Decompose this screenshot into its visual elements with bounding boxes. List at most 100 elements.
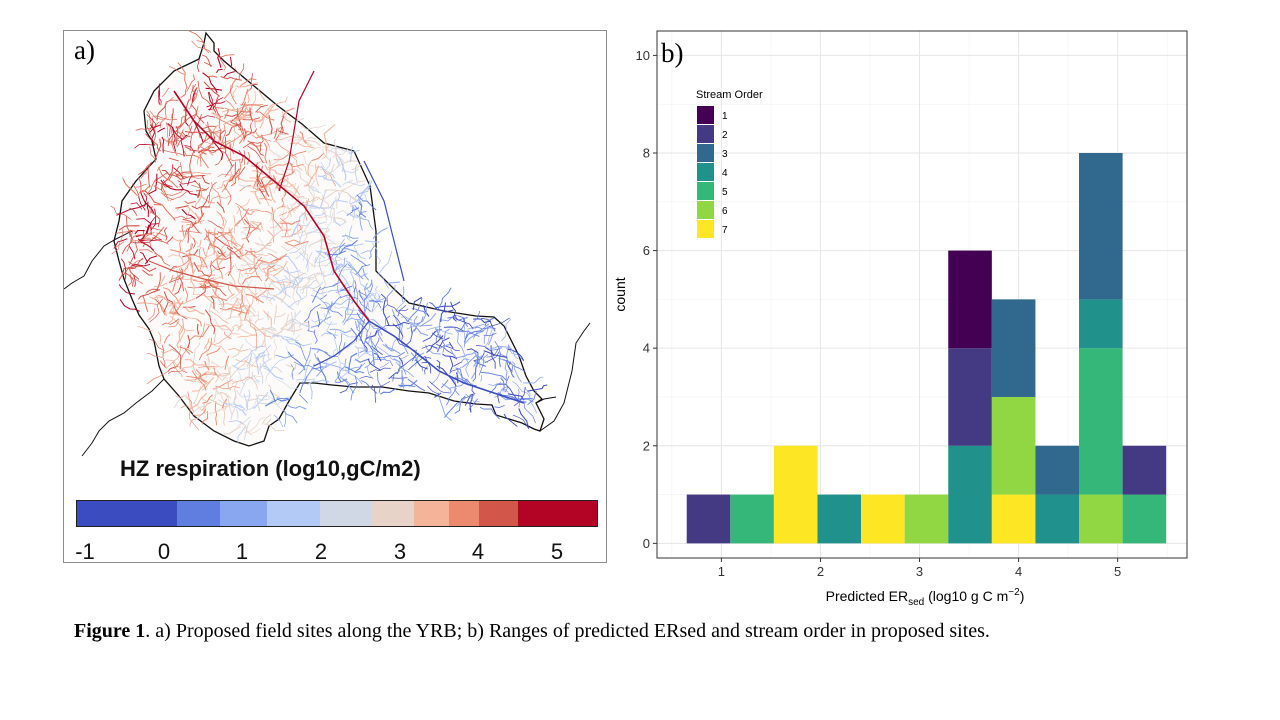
- river-segment: [161, 136, 165, 153]
- river-segment: [393, 358, 401, 372]
- river-segment: [141, 190, 162, 205]
- river-segment: [246, 210, 255, 215]
- river-segment: [349, 146, 354, 162]
- river-segment: [229, 84, 237, 105]
- river-segment: [429, 302, 439, 311]
- river-segment: [213, 132, 221, 145]
- river-segment: [285, 168, 295, 171]
- river-segment: [192, 413, 200, 417]
- river-segment: [247, 389, 251, 410]
- outer-line: [64, 230, 133, 290]
- river-segment: [179, 346, 193, 354]
- river-segment: [427, 385, 440, 395]
- river-segment: [200, 146, 217, 154]
- river-segment: [316, 311, 321, 328]
- river-segment: [307, 272, 323, 280]
- river-segment: [504, 361, 508, 386]
- river-segment: [217, 53, 226, 71]
- main-river: [313, 320, 370, 367]
- river-segment: [419, 313, 437, 328]
- river-segment: [330, 248, 342, 260]
- river-segment: [267, 169, 274, 179]
- river-segment: [348, 149, 360, 155]
- river-segment: [323, 301, 330, 315]
- river-segment: [224, 113, 239, 117]
- river-segment: [235, 82, 259, 88]
- river-segment: [184, 380, 197, 383]
- river-segment: [230, 102, 246, 123]
- river-segment: [435, 328, 453, 335]
- river-segment: [291, 212, 306, 238]
- river-segment: [192, 237, 196, 249]
- outer-line: [539, 322, 591, 432]
- river-segment: [192, 381, 211, 392]
- river-segment: [240, 250, 258, 267]
- river-segment: [276, 379, 300, 389]
- river-segment: [307, 379, 330, 385]
- river-segment: [333, 216, 341, 226]
- river-segment: [333, 138, 338, 162]
- river-segment: [113, 238, 128, 249]
- river-segment: [332, 148, 350, 159]
- river-segment: [497, 391, 516, 399]
- river-segment: [265, 370, 272, 382]
- river-segment: [417, 324, 433, 327]
- river-segment: [189, 149, 195, 176]
- river-segment: [149, 146, 156, 163]
- river-segment: [195, 369, 206, 384]
- river-segment: [254, 327, 258, 349]
- river-segment: [268, 115, 273, 135]
- legend-label: 7: [722, 225, 728, 236]
- river-segment: [260, 178, 270, 197]
- river-segment: [191, 205, 211, 210]
- river-segment: [232, 87, 237, 99]
- river-segment: [200, 402, 212, 411]
- river-segment: [401, 286, 405, 303]
- river-segment: [348, 195, 363, 203]
- river-segment: [233, 243, 245, 254]
- river-segment: [134, 237, 152, 242]
- river-segment: [321, 361, 337, 369]
- river-segment: [232, 304, 244, 309]
- river-segment: [319, 294, 328, 300]
- colorbar-segment: [176, 501, 221, 526]
- river-segment: [217, 250, 223, 255]
- river-segment: [222, 366, 231, 381]
- river-segment: [236, 198, 251, 215]
- river-segment: [242, 141, 261, 149]
- river-segment: [455, 355, 465, 359]
- river-segment: [442, 353, 458, 360]
- river-segment: [377, 372, 381, 394]
- river-segment: [202, 373, 218, 376]
- river-segment: [355, 163, 358, 183]
- river-segment: [214, 401, 218, 426]
- river-segment: [227, 382, 232, 391]
- y-tick-label: 4: [643, 341, 650, 356]
- river-segment: [465, 357, 470, 378]
- river-segment: [236, 251, 256, 258]
- river-segment: [212, 288, 225, 308]
- river-segment: [207, 220, 224, 229]
- river-segment: [358, 309, 364, 315]
- river-segment: [173, 396, 184, 409]
- river-segment: [203, 403, 206, 415]
- river-segment: [484, 317, 495, 326]
- river-segment: [188, 400, 200, 431]
- legend-swatch: [697, 201, 714, 219]
- legend-swatch: [697, 106, 714, 124]
- river-segment: [295, 341, 307, 361]
- river-segment: [171, 259, 190, 270]
- river-segment: [373, 285, 379, 299]
- river-segment: [347, 366, 363, 385]
- river-segment: [242, 117, 261, 121]
- river-segment: [241, 231, 249, 238]
- river-segment: [216, 254, 223, 279]
- river-segment: [440, 379, 449, 389]
- river-segment: [282, 337, 302, 349]
- river-segment: [221, 398, 227, 409]
- river-segment: [354, 364, 362, 373]
- river-segment: [159, 360, 168, 369]
- river-segment: [271, 335, 285, 339]
- river-segment: [337, 192, 340, 202]
- legend-swatch: [697, 182, 714, 200]
